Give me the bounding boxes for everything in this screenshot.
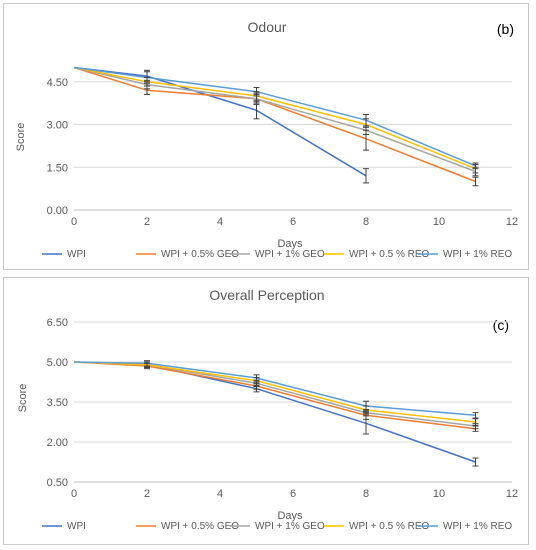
odour-chart-panel: Odour (b) Score Days 0.00 1.50 3.00 4.50 0 2 4…	[3, 3, 529, 270]
legend-label: WPI + 1% REO	[443, 249, 512, 260]
x-tick-label: 4	[217, 488, 223, 500]
x-tick-label: 12	[506, 216, 518, 228]
legend-label: WPI + 1% GEO	[255, 249, 325, 260]
legend-label: WPI	[67, 249, 86, 260]
overall-perception-chart-panel: Overall Perception (c) Score Days 0.50 2.…	[3, 277, 529, 545]
legend-label: WPI + 1% REO	[443, 521, 512, 532]
legend: WPI WPI + 0.5% GEO WPI + 1% GEO WPI + 0.5 %…	[42, 249, 512, 260]
y-axis-label: Score	[15, 123, 27, 152]
legend-label: WPI	[67, 521, 86, 532]
chart-title: Overall Perception	[209, 287, 324, 303]
plot-area: 0.00 1.50 3.00 4.50 0 2 4 6 8 10 12	[47, 66, 518, 228]
x-tick-label: 2	[144, 216, 150, 228]
panel-label: (c)	[493, 317, 509, 333]
series-line	[73, 361, 476, 423]
y-tick-label: 3.00	[47, 120, 68, 132]
x-tick-label: 10	[433, 216, 445, 228]
x-axis-label: Days	[277, 238, 303, 250]
plot-area: 0.50 2.00 3.50 5.00 6.50 0 2 4 6 8 10 12	[47, 317, 519, 500]
x-tick-label: 0	[71, 488, 77, 500]
chart-title: Odour	[248, 19, 287, 35]
x-tick-label: 6	[290, 216, 296, 228]
panel-label: (b)	[497, 21, 514, 37]
legend-label: WPI + 0.5 % REO	[349, 249, 430, 260]
y-tick-label: 4.50	[47, 77, 68, 89]
legend-label: WPI + 1% GEO	[255, 521, 325, 532]
y-tick-label: 2.00	[47, 437, 68, 449]
legend-label: WPI + 0.5% GEO	[161, 249, 239, 260]
series-line	[73, 361, 476, 463]
legend: WPI WPI + 0.5% GEO WPI + 1% GEO WPI + 0.5 %…	[42, 521, 512, 532]
x-axis-label: Days	[277, 510, 303, 522]
x-tick-label: 10	[433, 488, 445, 500]
series-line	[73, 66, 367, 177]
y-tick-label: 0.00	[47, 205, 68, 217]
y-tick-label: 3.50	[47, 397, 68, 409]
x-tick-label: 6	[290, 488, 296, 500]
series-line	[73, 66, 476, 170]
x-tick-label: 8	[363, 216, 369, 228]
x-tick-label: 4	[217, 216, 223, 228]
odour-chart: Odour (b) Score Days 0.00 1.50 3.00 4.50 0 2 4…	[15, 19, 518, 260]
x-tick-label: 8	[363, 488, 369, 500]
y-tick-label: 1.50	[47, 162, 68, 174]
overall-perception-chart: Overall Perception (c) Score Days 0.50 2.…	[17, 287, 519, 532]
y-tick-label: 0.50	[47, 477, 68, 489]
y-tick-label: 5.00	[47, 357, 68, 369]
legend-label: WPI + 0.5 % REO	[349, 521, 430, 532]
y-axis-label: Score	[17, 384, 29, 413]
series-line	[73, 66, 476, 173]
x-tick-label: 2	[144, 488, 150, 500]
y-tick-label: 6.50	[47, 317, 68, 329]
x-tick-label: 12	[506, 488, 518, 500]
x-tick-label: 0	[71, 216, 77, 228]
legend-label: WPI + 0.5% GEO	[161, 521, 239, 532]
